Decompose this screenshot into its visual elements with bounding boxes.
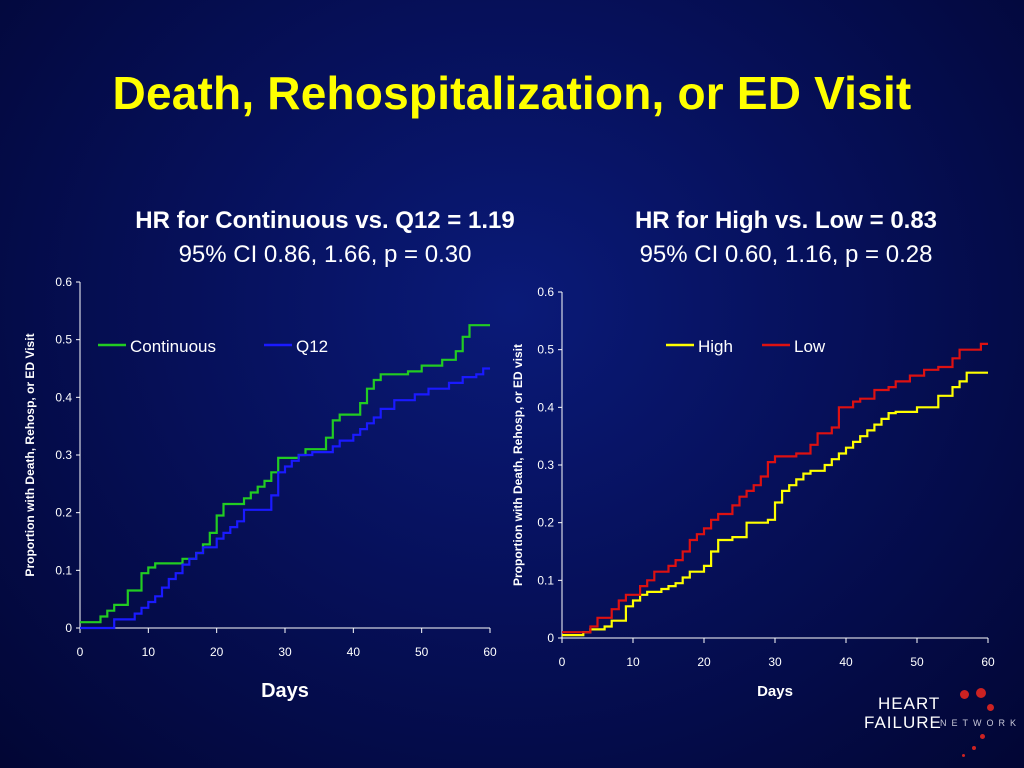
y-tick-label: 0 — [547, 631, 554, 645]
x-tick-label: 40 — [347, 645, 361, 659]
x-tick-label: 40 — [839, 655, 853, 669]
y-tick-label: 0.4 — [537, 400, 554, 414]
y-tick-label: 0.6 — [537, 285, 554, 299]
y-tick-label: 0.6 — [55, 275, 72, 289]
right-chart-header: HR for High vs. Low = 0.83 95% CI 0.60, … — [576, 204, 996, 272]
series-line-q12 — [80, 367, 490, 630]
y-tick-label: 0.4 — [55, 390, 72, 404]
logo-dot — [980, 734, 985, 739]
x-tick-label: 50 — [910, 655, 924, 669]
y-tick-label: 0.2 — [55, 506, 72, 520]
x-tick-label: 30 — [278, 645, 292, 659]
x-tick-label: 50 — [415, 645, 429, 659]
y-tick-label: 0.1 — [55, 563, 72, 577]
y-axis-title: Proportion with Death, Rehosp, or ED vis… — [511, 344, 525, 586]
x-tick-label: 60 — [483, 645, 497, 659]
logo-network-text: NETWORK — [940, 718, 1021, 728]
x-tick-label: 0 — [77, 645, 84, 659]
x-tick-label: 10 — [626, 655, 640, 669]
y-tick-label: 0.3 — [55, 448, 72, 462]
x-tick-label: 10 — [142, 645, 156, 659]
series-line-continuous — [80, 324, 490, 624]
y-tick-label: 0.5 — [55, 333, 72, 347]
logo-dot — [972, 746, 976, 750]
slide-title: Death, Rehospitalization, or ED Visit — [112, 67, 912, 119]
left-ci-text: 95% CI 0.86, 1.66, p = 0.30 — [178, 241, 472, 268]
x-tick-label: 20 — [210, 645, 224, 659]
logo-dot — [987, 704, 994, 711]
left-chart-header: HR for Continuous vs. Q12 = 1.19 95% CI … — [84, 204, 566, 272]
series-line-low — [562, 342, 988, 634]
x-tick-label: 0 — [559, 655, 566, 669]
logo-dot — [962, 754, 965, 757]
x-tick-label: 20 — [697, 655, 711, 669]
y-tick-label: 0.2 — [537, 516, 554, 530]
y-tick-label: 0.5 — [537, 343, 554, 357]
x-tick-label: 30 — [768, 655, 782, 669]
y-tick-label: 0 — [65, 621, 72, 635]
legend-label-q12: Q12 — [296, 337, 328, 356]
left-hr-text: HR for Continuous vs. Q12 = 1.19 — [135, 207, 515, 234]
legend-label-high: High — [698, 337, 733, 356]
logo-dot — [960, 690, 969, 699]
heart-failure-network-logo: HEART FAILURE NETWORK — [862, 688, 1022, 758]
logo-dot — [976, 688, 986, 698]
right-ci-text: 95% CI 0.60, 1.16, p = 0.28 — [639, 241, 933, 268]
x-tick-label: 60 — [981, 655, 995, 669]
legend-label-low: Low — [794, 337, 826, 356]
x-axis-title: Days — [261, 680, 309, 702]
right-hr-text: HR for High vs. Low = 0.83 — [634, 207, 938, 234]
x-axis-title: Days — [757, 683, 793, 700]
logo-failure-text: FAILURE — [864, 713, 942, 732]
legend-label-continuous: Continuous — [130, 337, 216, 356]
logo-heart-text: HEART — [878, 694, 941, 713]
y-tick-label: 0.1 — [537, 573, 554, 587]
y-axis-title: Proportion with Death, Rehosp, or ED Vis… — [23, 333, 37, 576]
y-tick-label: 0.3 — [537, 458, 554, 472]
